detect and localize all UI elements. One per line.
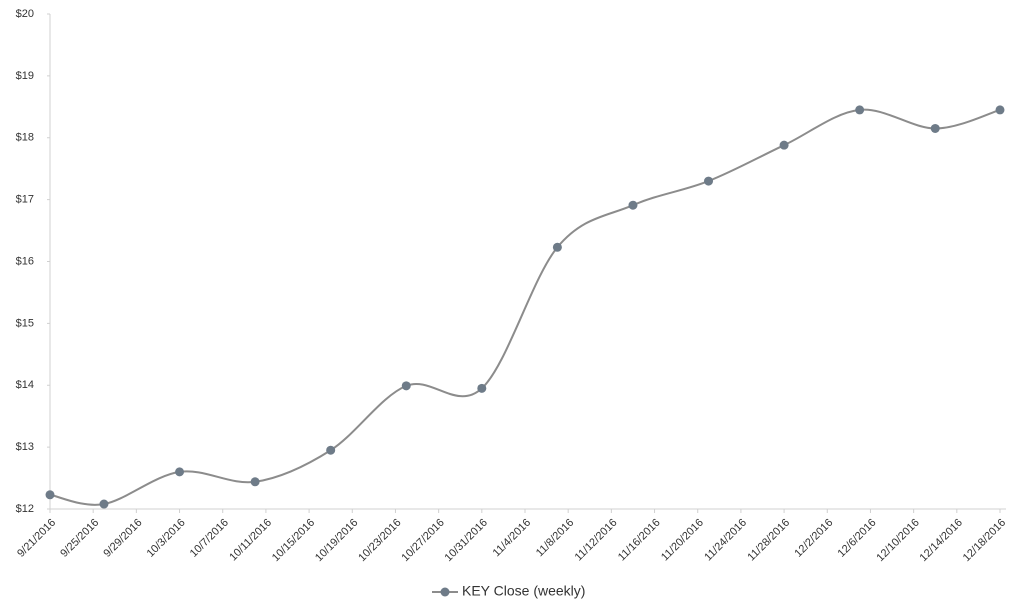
- data-point: [855, 105, 865, 115]
- x-tick-label: 12/18/2016: [961, 517, 1008, 564]
- x-tick-label: 9/21/2016: [15, 517, 58, 560]
- y-tick-label: $17: [16, 194, 34, 206]
- data-point: [704, 176, 714, 186]
- y-tick-label: $20: [16, 8, 34, 20]
- legend-label: KEY Close (weekly): [462, 583, 585, 599]
- x-tick-label: 10/3/2016: [145, 517, 188, 560]
- y-tick-label: $18: [16, 132, 34, 144]
- x-tick-label: 9/29/2016: [101, 517, 144, 560]
- data-point: [995, 105, 1005, 115]
- x-tick-label: 10/15/2016: [270, 517, 317, 564]
- y-tick-label: $19: [16, 70, 34, 82]
- y-tick-label: $14: [16, 379, 34, 391]
- x-tick-label: 10/11/2016: [227, 517, 274, 564]
- x-tick-label: 11/4/2016: [491, 517, 534, 560]
- data-point: [477, 383, 487, 393]
- data-point: [552, 242, 562, 252]
- x-tick-label: 10/19/2016: [313, 517, 360, 564]
- x-tick-label: 10/31/2016: [443, 517, 490, 564]
- x-tick-label: 11/12/2016: [573, 517, 620, 564]
- data-point: [45, 490, 55, 500]
- x-tick-label: 12/6/2016: [836, 517, 879, 560]
- x-tick-label: 11/16/2016: [616, 517, 663, 564]
- data-point: [175, 467, 185, 477]
- x-tick-label: 9/25/2016: [58, 517, 101, 560]
- legend-marker: [440, 587, 450, 597]
- x-tick-label: 10/23/2016: [356, 517, 403, 564]
- data-point: [250, 477, 260, 487]
- y-tick-label: $13: [16, 441, 34, 453]
- data-point: [326, 445, 336, 455]
- x-tick-label: 11/28/2016: [745, 517, 792, 564]
- x-tick-label: 12/2/2016: [792, 517, 835, 560]
- x-tick-label: 11/20/2016: [659, 517, 706, 564]
- y-tick-label: $12: [16, 503, 34, 515]
- data-point: [401, 381, 411, 391]
- series-line: [49, 108, 1001, 506]
- data-point: [930, 123, 940, 133]
- x-tick-label: 12/14/2016: [918, 517, 965, 564]
- x-tick-label: 11/8/2016: [534, 517, 577, 560]
- data-point: [779, 140, 789, 150]
- x-tick-label: 10/7/2016: [188, 517, 231, 560]
- x-tick-label: 12/10/2016: [874, 517, 921, 564]
- x-tick-label: 10/27/2016: [399, 517, 446, 564]
- data-point: [628, 200, 638, 210]
- y-tick-label: $16: [16, 255, 34, 267]
- data-point: [99, 499, 109, 509]
- x-tick-label: 11/24/2016: [702, 517, 749, 564]
- y-tick-label: $15: [16, 317, 34, 329]
